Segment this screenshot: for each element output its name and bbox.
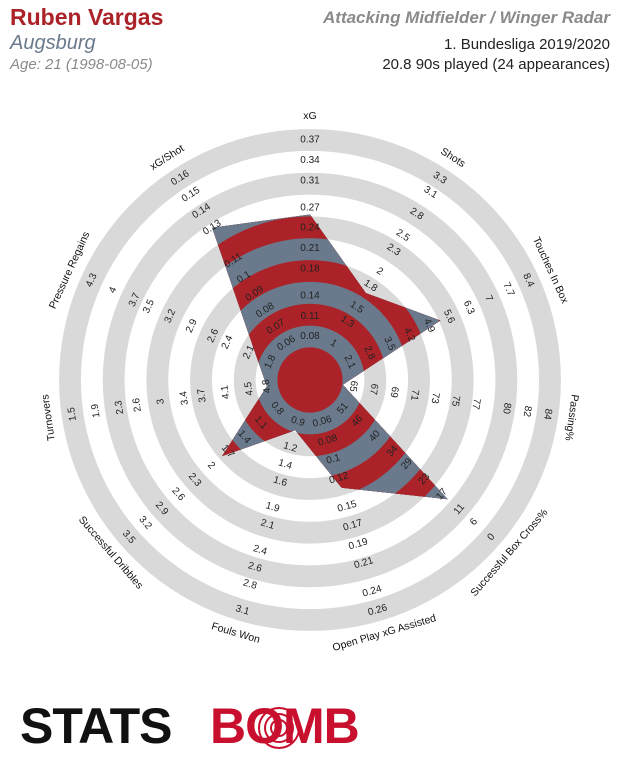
tick-label: 0.06 (311, 414, 333, 430)
tick-label: 1 (328, 337, 339, 349)
tick-label: 0.34 (300, 155, 320, 166)
tick-label: 2.3 (113, 399, 126, 415)
tick-label: 3.4 (178, 390, 191, 406)
tick-label: 77 (469, 398, 482, 411)
tick-label: 0.14 (300, 290, 320, 301)
tick-label: 3.7 (196, 387, 209, 403)
tick-label: 2.6 (205, 327, 221, 345)
tick-label: 1.6 (272, 475, 289, 490)
tick-label: 8.4 (520, 272, 536, 290)
tick-label: 3.5 (381, 335, 397, 353)
tick-label: 0.08 (317, 433, 339, 449)
axis-label: Turnovers (39, 394, 58, 442)
tick-label: 0.19 (347, 536, 369, 552)
tick-label: 0.24 (300, 223, 320, 234)
tick-label: 73 (429, 392, 442, 405)
tick-label: 1.5 (66, 406, 79, 422)
tick-label: 1.4 (277, 457, 294, 472)
axis-label: Shots (438, 145, 467, 170)
tick-label: 0.24 (361, 583, 383, 599)
age: Age: 21 (1998-08-05) (10, 56, 153, 73)
tick-label: 4.3 (84, 271, 100, 289)
tick-label: 0.12 (328, 470, 350, 486)
tick-label: 71 (408, 389, 421, 402)
tick-label: 4.2 (401, 326, 417, 344)
tick-label: 2.1 (259, 517, 276, 532)
ring-inside (277, 347, 343, 413)
tick-label: 0.1 (325, 452, 342, 467)
tick-label: 2.8 (361, 344, 377, 362)
tick-label: 0.17 (342, 517, 364, 533)
tick-label: 7 (482, 294, 494, 304)
tick-label: 0.9 (289, 415, 306, 430)
competition: 1. Bundesliga 2019/2020 (444, 36, 610, 53)
tick-label: 0.11 (301, 311, 320, 322)
logo-bomb: BOMB (210, 698, 359, 754)
tick-label: 1.8 (263, 353, 279, 371)
tick-label: 2.8 (242, 577, 259, 592)
logo-target (258, 707, 300, 749)
tick-label: 4.1 (219, 384, 232, 400)
tick-label: 2.4 (220, 333, 236, 351)
tick-label: 2.9 (184, 317, 200, 335)
tick-label: 1.2 (282, 440, 299, 455)
tick-label: 4.8 (261, 378, 274, 394)
tick-label: 2.4 (252, 543, 269, 558)
tick-label: 2 (205, 460, 217, 472)
tick-label: 0.27 (300, 202, 320, 213)
tick-label: 0.18 (300, 263, 320, 274)
tick-label: 75 (449, 395, 462, 408)
player-name: Ruben Vargas (10, 4, 164, 30)
tick-label: 80 (500, 402, 513, 415)
logo-stats: STATS (20, 698, 171, 754)
tick-label: 2 (374, 266, 385, 278)
tick-label: 5.6 (441, 308, 457, 326)
tick-label: 0.08 (300, 331, 320, 342)
tick-label: 0.15 (336, 499, 358, 515)
tick-label: 0.21 (300, 243, 320, 254)
tick-label: 4.9 (421, 317, 437, 335)
team-name: Augsburg (10, 32, 96, 54)
tick-label: 3.2 (163, 307, 179, 325)
tick-label: 3.7 (127, 291, 143, 309)
tick-label: 65 (347, 380, 360, 393)
radar-title: Attacking Midfielder / Winger Radar (323, 8, 610, 27)
tick-label: 7.7 (500, 281, 516, 299)
tick-label: 0.21 (353, 555, 375, 571)
minutes: 20.8 90s played (24 appearances) (382, 56, 610, 73)
tick-label: 0 (486, 531, 498, 543)
logo: STATS BOMB (20, 698, 360, 754)
tick-label: 1.9 (264, 500, 281, 515)
tick-label: 0.26 (367, 602, 389, 618)
axis-label: xG (303, 110, 316, 122)
tick-label: 4.5 (243, 381, 256, 397)
tick-label: 84 (541, 408, 554, 421)
tick-label: 3.5 (141, 297, 157, 315)
axis-label: Passing% (562, 394, 581, 442)
tick-label: 2.1 (241, 343, 257, 361)
tick-label: 82 (521, 405, 534, 418)
tick-label: 0.37 (300, 135, 320, 146)
tick-label: 2.1 (342, 353, 358, 371)
tick-label: 3.1 (234, 603, 251, 618)
tick-label: 2.6 (247, 560, 264, 575)
tick-label: 4 (107, 285, 119, 295)
tick-label: 6 (468, 516, 480, 528)
tick-label: 3 (155, 397, 167, 405)
tick-label: 6.3 (461, 299, 477, 317)
tick-label: 69 (388, 386, 401, 399)
radar-chart: 0.080.110.140.180.210.240.270.310.340.37… (39, 110, 581, 654)
tick-label: 0.31 (300, 175, 320, 186)
tick-label: 2.6 (131, 397, 144, 413)
tick-label: 1.9 (90, 403, 103, 419)
tick-label: 67 (367, 383, 380, 396)
